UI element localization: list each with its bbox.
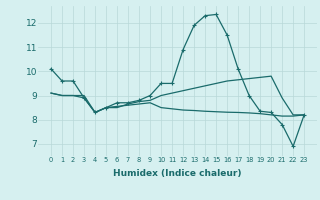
X-axis label: Humidex (Indice chaleur): Humidex (Indice chaleur) — [113, 169, 242, 178]
